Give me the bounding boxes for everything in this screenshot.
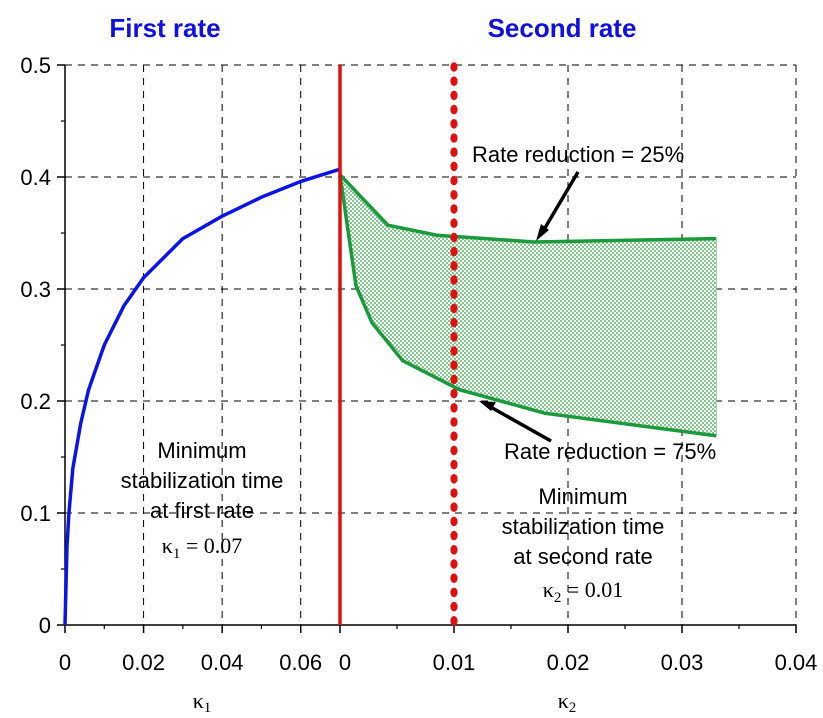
dotted-line-dot xyxy=(450,62,458,72)
dotted-line-dot xyxy=(450,204,458,214)
dotted-line-dot xyxy=(450,346,458,356)
x-tick-label-right: 0.03 xyxy=(661,650,704,675)
dotted-line-dot xyxy=(450,218,458,228)
panel-title-left: First rate xyxy=(109,13,220,43)
y-tick-label: 0 xyxy=(39,613,51,638)
x-tick-label-left: 0.06 xyxy=(279,650,322,675)
callout-75-arrow xyxy=(486,403,552,443)
x-axis-label-right-sub: 2 xyxy=(569,700,577,716)
series-line-rate-reduction-25 xyxy=(338,173,717,244)
dotted-line-dot xyxy=(450,119,458,129)
dotted-line-dot xyxy=(450,303,458,314)
y-tick-label: 0.1 xyxy=(20,501,51,526)
x-axis-label-right: κ2 xyxy=(558,688,577,716)
dotted-line-dot xyxy=(450,175,458,186)
dotted-line-dot xyxy=(450,502,458,512)
dotted-line-dot xyxy=(450,275,458,285)
callout-75-label: Rate reduction = 75% xyxy=(504,439,716,464)
callout-25-arrow xyxy=(540,171,580,234)
annotation-right-line-1: Minimum xyxy=(538,484,627,509)
dotted-line-dot xyxy=(450,104,458,115)
dotted-line-dot xyxy=(450,488,458,498)
dotted-line-dot xyxy=(450,403,458,413)
dotted-line-dot xyxy=(450,459,458,470)
dotted-line-dot xyxy=(450,559,458,569)
dotted-line-dot xyxy=(450,147,458,157)
dotted-line-dot xyxy=(450,289,458,300)
annotation-left-line-3: at first rate xyxy=(150,498,254,523)
tick-labels: 0 0.1 0.2 0.3 0.4 0.5 0 0.02 0.04 0.06 0 0.01 0.02 0.… xyxy=(20,53,817,675)
callout-25-arrowhead xyxy=(536,224,549,241)
y-tick-label: 0.2 xyxy=(20,389,51,414)
dotted-line-dot xyxy=(450,545,458,555)
dotted-line-dot xyxy=(450,417,458,427)
dotted-line-dot xyxy=(450,76,458,86)
y-tick-label: 0.4 xyxy=(20,165,51,190)
annotation-left-line-2: stabilization time xyxy=(121,468,284,493)
dotted-line-dot xyxy=(450,232,458,243)
x-tick-label-right: 0 xyxy=(339,650,351,675)
dotted-line-dot xyxy=(450,616,458,626)
annotation-right-kappa: κ2 = 0.01 xyxy=(543,577,624,606)
dotted-line-dot xyxy=(450,133,458,143)
annotation-right: Minimum stabilization time at second rat… xyxy=(502,484,665,606)
dotted-line-dot xyxy=(450,246,458,257)
dotted-line-dot xyxy=(450,360,458,371)
callout-25-label: Rate reduction = 25% xyxy=(472,142,684,167)
series-line-rate-reduction-75 xyxy=(338,174,717,438)
dotted-line-dot xyxy=(450,388,458,399)
x-axis-label-left: κ1 xyxy=(193,688,212,716)
panel-title-right: Second rate xyxy=(488,13,637,43)
x-axis-label-left-sub: 1 xyxy=(204,700,212,716)
callout-25: Rate reduction = 25% xyxy=(472,142,684,241)
dotted-line-dot xyxy=(450,317,458,328)
shaded-region xyxy=(340,174,717,436)
y-tick-label: 0.3 xyxy=(20,277,51,302)
dotted-line-dot xyxy=(450,445,458,456)
annotation-left-kappa: κ1 = 0.07 xyxy=(162,533,243,562)
dotted-line-dot xyxy=(450,332,458,342)
x-tick-label-right: 0.04 xyxy=(775,650,818,675)
series xyxy=(63,62,717,626)
dotted-line-dot xyxy=(450,587,458,598)
x-tick-label-left: 0.02 xyxy=(122,650,165,675)
axes xyxy=(57,64,797,633)
x-tick-label-left: 0.04 xyxy=(201,650,244,675)
y-tick-label: 0.5 xyxy=(20,53,51,78)
dotted-line-dot xyxy=(450,601,458,612)
dotted-line-dot xyxy=(450,161,458,172)
dotted-line-dot xyxy=(450,90,458,101)
annotation-right-line-2: stabilization time xyxy=(502,514,665,539)
dotted-line-dot xyxy=(450,190,458,200)
dotted-line-dot xyxy=(450,474,458,484)
dotted-line-dot xyxy=(450,530,458,541)
series-line-first-rate xyxy=(63,167,341,626)
grid xyxy=(65,64,797,625)
callout-75: Rate reduction = 75% xyxy=(479,401,716,464)
x-tick-label-right: 0.01 xyxy=(433,650,476,675)
dotted-line-dot xyxy=(450,516,458,527)
dotted-line-dot xyxy=(450,431,458,442)
dotted-line-dot xyxy=(450,261,458,271)
x-tick-label-left: 0 xyxy=(59,650,71,675)
dotted-line-dot xyxy=(450,573,458,583)
dotted-line-dot xyxy=(450,374,458,385)
annotation-right-line-3: at second rate xyxy=(513,544,652,569)
x-tick-label-right: 0.02 xyxy=(547,650,590,675)
annotation-left: Minimum stabilization time at first rate… xyxy=(121,438,284,562)
callout-75-arrowhead xyxy=(479,401,496,411)
annotation-left-line-1: Minimum xyxy=(157,438,246,463)
